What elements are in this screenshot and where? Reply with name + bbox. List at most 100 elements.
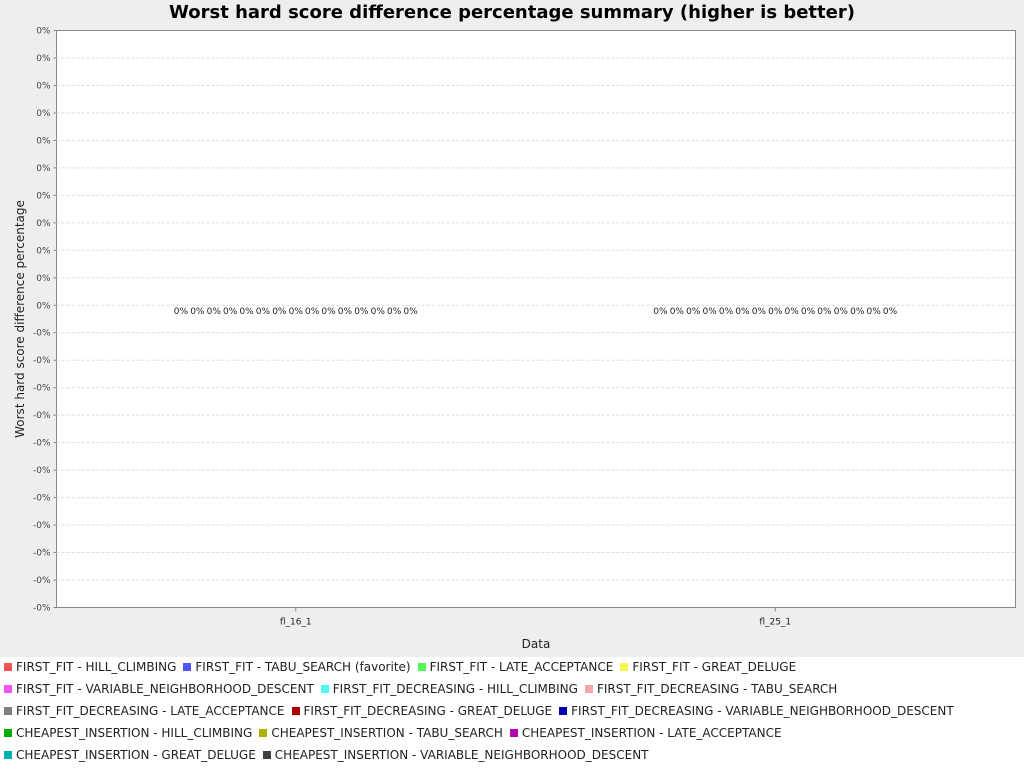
- bar-value-label: 0%: [850, 307, 865, 317]
- y-tick-label: 0%: [36, 164, 51, 174]
- y-tick-label: -0%: [33, 384, 51, 394]
- legend-row: CHEAPEST_INSERTION - HILL_CLIMBING CHEAPE…: [4, 725, 789, 741]
- y-tick-label: -0%: [33, 521, 51, 531]
- bar-value-label: 0%: [883, 307, 898, 317]
- chart: 0%0%0%0%0%0%0%0%0%0%0%-0%-0%-0%-0%-0%-0%…: [13, 27, 1016, 651]
- legend-item: CHEAPEST_INSERTION - VARIABLE_NEIGHBORHO…: [262, 748, 649, 762]
- legend-swatch: [291, 707, 300, 715]
- bar-value-label: 0%: [670, 307, 685, 317]
- bar-value-label: 0%: [207, 307, 222, 317]
- legend-item: FIRST_FIT_DECREASING - LATE_ACCEPTANCE: [4, 704, 285, 718]
- bar-value-label: 0%: [272, 307, 287, 317]
- legend: FIRST_FIT - HILL_CLIMBING FIRST_FIT - TAB…: [0, 657, 1024, 768]
- legend-label: FIRST_FIT - VARIABLE_NEIGHBORHOOD_DESCEN…: [16, 682, 314, 696]
- legend-label: FIRST_FIT - TABU_SEARCH (favorite): [195, 660, 411, 674]
- bar-value-label: 0%: [834, 307, 849, 317]
- legend-item: FIRST_FIT - HILL_CLIMBING: [4, 660, 176, 674]
- legend-item: FIRST_FIT - LATE_ACCEPTANCE: [417, 660, 614, 674]
- y-tick-label: 0%: [36, 136, 51, 146]
- bar-value-label: 0%: [174, 307, 189, 317]
- legend-swatch: [183, 663, 192, 671]
- y-tick-label: -0%: [33, 604, 51, 614]
- y-tick-label: 0%: [36, 81, 51, 91]
- plot-area: [56, 30, 1016, 608]
- bar-value-labels: 0% 0% 0% 0% 0% 0% 0% 0% 0% 0% 0% 0% 0% 0% 0% 0% 0% 0% 0% 0%…: [174, 307, 898, 317]
- bar-value-label: 0%: [801, 307, 816, 317]
- legend-row: FIRST_FIT_DECREASING - LATE_ACCEPTANCE FI…: [4, 703, 961, 719]
- legend-label: FIRST_FIT - LATE_ACCEPTANCE: [429, 660, 614, 674]
- legend-label: FIRST_FIT - HILL_CLIMBING: [16, 660, 177, 674]
- bar-value-label: 0%: [190, 307, 205, 317]
- legend-swatch: [4, 707, 12, 715]
- bar-value-label: 0%: [719, 307, 734, 317]
- y-tick-label: -0%: [33, 356, 51, 366]
- y-tick-label: -0%: [33, 549, 51, 559]
- bar-value-label: 0%: [305, 307, 320, 317]
- bar-value-label: 0%: [785, 307, 800, 317]
- legend-swatch: [620, 663, 629, 671]
- y-axis-ticks: 0% 0% 0% 0% 0% 0% 0% 0% 0% 0% 0% -0% -0% -0% -0% -0% -0%…: [33, 27, 57, 614]
- y-tick-label: 0%: [36, 274, 51, 284]
- legend-label: CHEAPEST_INSERTION - HILL_CLIMBING: [16, 726, 253, 740]
- bar-value-label: 0%: [703, 307, 718, 317]
- bar-value-label: 0%: [867, 307, 882, 317]
- legend-swatch: [4, 663, 12, 671]
- legend-item: CHEAPEST_INSERTION - HILL_CLIMBING: [4, 726, 252, 740]
- y-tick-label: 0%: [36, 219, 51, 229]
- y-tick-label: 0%: [36, 301, 51, 311]
- bar-value-label: 0%: [768, 307, 783, 317]
- bar-value-label: 0%: [321, 307, 336, 317]
- legend-label: CHEAPEST_INSERTION - VARIABLE_NEIGHBORHO…: [274, 748, 649, 762]
- legend-item: CHEAPEST_INSERTION - TABU_SEARCH: [259, 726, 503, 740]
- legend-item: FIRST_FIT - TABU_SEARCH (favorite): [183, 660, 411, 674]
- legend-item: FIRST_FIT_DECREASING - HILL_CLIMBING: [320, 682, 578, 696]
- y-tick-label: -0%: [33, 576, 51, 586]
- legend-row: CHEAPEST_INSERTION - GREAT_DELUGE CHEAPES…: [4, 747, 656, 763]
- legend-label: CHEAPEST_INSERTION - LATE_ACCEPTANCE: [521, 726, 782, 740]
- bar-value-label: 0%: [354, 307, 369, 317]
- legend-item: FIRST_FIT - GREAT_DELUGE: [620, 660, 796, 674]
- legend-label: CHEAPEST_INSERTION - TABU_SEARCH: [271, 726, 503, 740]
- legend-swatch: [4, 685, 12, 693]
- y-tick-label: -0%: [33, 411, 51, 421]
- y-tick-label: -0%: [33, 494, 51, 504]
- y-tick-label: 0%: [36, 109, 51, 119]
- legend-swatch: [320, 685, 329, 693]
- y-tick-label: -0%: [33, 439, 51, 449]
- legend-row: FIRST_FIT - VARIABLE_NEIGHBORHOOD_DESCEN…: [4, 681, 844, 697]
- legend-swatch: [509, 729, 518, 737]
- bar-value-label: 0%: [371, 307, 386, 317]
- y-tick-label: -0%: [33, 466, 51, 476]
- legend-swatch: [417, 663, 426, 671]
- legend-row: FIRST_FIT - HILL_CLIMBING FIRST_FIT - TAB…: [4, 659, 803, 675]
- legend-item: CHEAPEST_INSERTION - LATE_ACCEPTANCE: [509, 726, 782, 740]
- bar-value-label: 0%: [289, 307, 304, 317]
- legend-swatch: [4, 751, 12, 759]
- legend-item: FIRST_FIT_DECREASING - VARIABLE_NEIGHBOR…: [559, 704, 954, 718]
- bar-value-label: 0%: [239, 307, 254, 317]
- x-tick-label: fl_16_1: [280, 618, 312, 628]
- y-tick-label: 0%: [36, 27, 51, 37]
- x-axis-title: Data: [522, 637, 551, 651]
- bar-value-label: 0%: [653, 307, 668, 317]
- legend-swatch: [559, 707, 568, 715]
- legend-label: FIRST_FIT_DECREASING - GREAT_DELUGE: [303, 704, 553, 718]
- y-axis-title: Worst hard score difference percentage: [13, 200, 27, 438]
- legend-swatch: [259, 729, 268, 737]
- y-tick-label: 0%: [36, 54, 51, 64]
- x-tick-label: fl_25_1: [759, 618, 791, 628]
- legend-label: FIRST_FIT_DECREASING - TABU_SEARCH: [596, 682, 838, 696]
- y-tick-label: -0%: [33, 329, 51, 339]
- legend-label: FIRST_FIT_DECREASING - HILL_CLIMBING: [332, 682, 578, 696]
- legend-label: FIRST_FIT_DECREASING - VARIABLE_NEIGHBOR…: [571, 704, 954, 718]
- legend-item: FIRST_FIT_DECREASING - GREAT_DELUGE: [291, 704, 553, 718]
- legend-item: FIRST_FIT - VARIABLE_NEIGHBORHOOD_DESCEN…: [4, 682, 314, 696]
- bar-value-label: 0%: [735, 307, 750, 317]
- y-tick-label: 0%: [36, 246, 51, 256]
- legend-item: CHEAPEST_INSERTION - GREAT_DELUGE: [4, 748, 256, 762]
- legend-swatch: [4, 729, 12, 737]
- bar-value-label: 0%: [387, 307, 402, 317]
- y-tick-label: 0%: [36, 191, 51, 201]
- bar-value-label: 0%: [338, 307, 353, 317]
- bar-value-label: 0%: [256, 307, 271, 317]
